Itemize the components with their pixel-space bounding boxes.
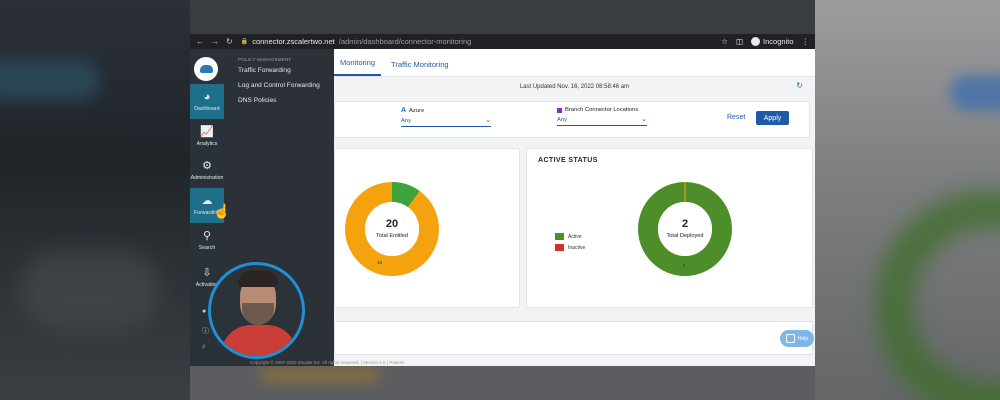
nav-rail: ◕ Dashboard 📈 Analytics ⚙ Administration… <box>190 49 224 366</box>
hand-cursor-icon: ☝ <box>213 203 231 219</box>
presenter-video-bubble <box>208 262 305 359</box>
app-area: ◕ Dashboard 📈 Analytics ⚙ Administration… <box>190 49 815 366</box>
rail-item-activation[interactable]: ⇩ Activation <box>190 260 224 295</box>
branch-filter: Branch Connector Locations Any ⌄ <box>557 107 647 126</box>
status-legend: Active Inactive <box>555 233 585 255</box>
user-icon[interactable]: ● <box>202 308 207 315</box>
entitled-card: 20 Total Entitled 18 <box>334 148 520 308</box>
chevron-down-icon: ⌄ <box>485 117 491 124</box>
zscaler-logo[interactable] <box>194 57 218 81</box>
browser-toolbar: ← → ↻ 🔒 connector.zscalertwo.net/admin/d… <box>190 34 815 49</box>
rail-item-label: Activation <box>195 282 219 288</box>
url-host: connector.zscalertwo.net <box>252 37 335 46</box>
back-icon[interactable]: ← <box>196 37 204 46</box>
flyout-link-log-control-forwarding[interactable]: Log and Control Forwarding <box>238 82 320 89</box>
branch-connector-icon <box>557 107 562 113</box>
branch-filter-title: Branch Connector Locations <box>565 107 639 113</box>
status-total-label: Total Deployed <box>666 233 704 239</box>
rail-item-search[interactable]: ⚲ Search <box>190 223 224 258</box>
chevron-down-icon: ⌄ <box>641 116 647 123</box>
azure-select-value: Any <box>401 118 411 124</box>
azure-select[interactable]: Any ⌄ <box>401 117 491 127</box>
rail-item-label: Administration <box>190 175 224 181</box>
rail-item-administration[interactable]: ⚙ Administration <box>190 153 224 188</box>
help-icon <box>785 334 795 343</box>
video-background-top <box>190 0 815 34</box>
tab-traffic-monitoring[interactable]: Traffic Monitoring <box>391 60 449 69</box>
gears-icon: ⚙ <box>202 160 212 172</box>
reset-button[interactable]: Reset <box>727 114 746 121</box>
last-updated-bar: Last Updated Nov. 16, 2022 08:58:46 am ↻ <box>334 77 815 97</box>
entitled-total-label: Total Entitled <box>375 233 409 239</box>
rail-item-forwarding[interactable]: ☁ Forwarding <box>190 188 224 223</box>
branch-select-value: Any <box>557 117 567 123</box>
browser-menu-icon[interactable]: ⋮ <box>801 37 810 46</box>
sidepanel-icon[interactable]: ◫ <box>735 37 744 46</box>
legend-label: Inactive <box>568 244 586 251</box>
active-status-title: ACTIVE STATUS <box>538 157 598 164</box>
azure-filter: A Azure Any ⌄ <box>401 107 491 127</box>
incognito-label: Incognito <box>763 37 794 46</box>
tab-monitoring[interactable]: Monitoring <box>334 58 382 76</box>
forward-icon[interactable]: → <box>211 37 219 46</box>
entitled-donut-chart <box>345 182 439 276</box>
rail-item-label: Analytics <box>196 141 218 147</box>
apply-button[interactable]: Apply <box>756 111 789 125</box>
rail-item-dashboard[interactable]: ◕ Dashboard <box>190 84 224 119</box>
donut-segment-green <box>345 182 439 276</box>
flyout-link-traffic-forwarding[interactable]: Traffic Forwarding <box>238 67 291 74</box>
url-path: /admin/dashboard/connector-monitoring <box>338 37 472 46</box>
video-background-bottom <box>190 366 815 400</box>
donut-hole <box>658 202 712 256</box>
rail-item-analytics[interactable]: 📈 Analytics <box>190 119 224 154</box>
entitled-segment-label: 18 <box>377 260 383 265</box>
video-background-left <box>0 0 190 400</box>
help-circle-icon[interactable]: ⓘ <box>202 328 209 335</box>
bottom-card <box>334 321 813 355</box>
legend-item-inactive: Inactive <box>555 244 585 251</box>
refresh-icon[interactable]: ↻ <box>796 81 803 90</box>
bookmark-star-icon[interactable]: ☆ <box>721 37 728 46</box>
address-bar[interactable]: 🔒 connector.zscalertwo.net/admin/dashboa… <box>241 37 722 46</box>
main-content: Monitoring Traffic Monitoring Last Updat… <box>334 49 815 366</box>
legend-label: Active <box>568 233 582 240</box>
flyout-link-dns-policies[interactable]: DNS Policies <box>238 97 277 104</box>
gauge-icon: ◕ <box>203 91 211 103</box>
rail-item-label: Search <box>198 245 216 251</box>
rail-item-label: Dashboard <box>194 106 220 112</box>
azure-icon: A <box>401 107 407 114</box>
rail-item-label: Forwarding <box>194 210 220 216</box>
search-icon: ⚲ <box>202 230 212 242</box>
status-donut-chart <box>638 182 732 276</box>
filter-bar: A Azure Any ⌄ Branch Connector Locations … <box>334 101 810 138</box>
incognito-indicator[interactable]: Incognito <box>751 37 794 46</box>
incognito-icon <box>751 37 761 46</box>
branch-select[interactable]: Any ⌄ <box>557 116 647 126</box>
browser-window: ← → ↻ 🔒 connector.zscalertwo.net/admin/d… <box>190 34 815 366</box>
lock-icon: 🔒 <box>240 39 249 45</box>
status-segment-label: 2 <box>683 263 686 268</box>
help-label: Help <box>797 335 809 342</box>
status-total: 2 <box>681 218 689 230</box>
line-chart-icon: 📈 <box>200 126 214 138</box>
help-button[interactable]: Help <box>780 330 814 347</box>
video-background-right <box>815 0 1000 400</box>
last-updated-text: Last Updated Nov. 16, 2022 08:58:46 am <box>519 84 630 90</box>
flyout-header: POLICY MANAGEMENT <box>238 57 292 62</box>
entitled-total: 20 <box>385 218 399 230</box>
copyright-footer: Copyright © 2007-2022 Zscaler Inc. All r… <box>250 360 405 365</box>
reload-icon[interactable]: ↻ <box>226 37 233 46</box>
active-status-card: ACTIVE STATUS Active Inactive <box>526 148 813 308</box>
cloud-icon: ☁ <box>201 195 213 207</box>
azure-filter-title: Azure <box>409 107 425 114</box>
speaker-icon[interactable]: ♪ <box>202 343 206 350</box>
legend-swatch <box>555 244 564 251</box>
legend-item-active: Active <box>555 233 585 240</box>
legend-swatch <box>555 233 564 240</box>
tab-bar: Monitoring Traffic Monitoring <box>334 49 815 77</box>
donut-hole <box>365 202 419 256</box>
download-icon: ⇩ <box>202 267 212 279</box>
